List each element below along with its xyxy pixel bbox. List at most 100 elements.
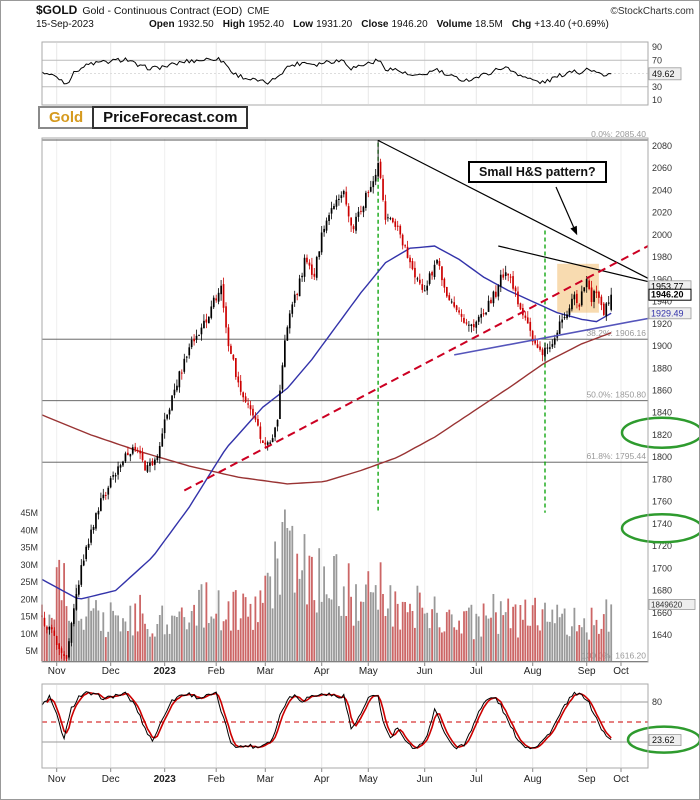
quote-value-close: 1946.20: [391, 19, 428, 30]
rsi-value-tag: [648, 67, 682, 81]
quote-label-open: Open: [149, 19, 175, 30]
svg-text:10: 10: [652, 95, 662, 105]
svg-text:Feb: Feb: [208, 666, 226, 677]
ma-slow-line: [41, 332, 612, 485]
volume-value-tag: [648, 599, 696, 610]
quote-label-low: Low: [293, 19, 314, 30]
quote-value-low: 1931.20: [316, 19, 353, 30]
svg-text:1860: 1860: [652, 386, 672, 396]
svg-text:1820: 1820: [652, 430, 672, 440]
rsi-panel: 907050301049.62: [41, 42, 682, 105]
svg-text:1929.49: 1929.49: [651, 308, 684, 318]
quote-value-chg: +13.40 (+0.69%): [534, 19, 609, 30]
quote-label-close: Close: [361, 19, 389, 30]
hs-pattern-annotation: Small H&S pattern?: [468, 161, 607, 183]
svg-text:61.8%: 1795.44: 61.8%: 1795.44: [586, 451, 646, 461]
svg-text:15M: 15M: [20, 612, 38, 622]
svg-text:1800: 1800: [652, 452, 672, 462]
svg-text:90: 90: [652, 42, 662, 52]
green-highlight-ellipse: [620, 513, 700, 544]
svg-text:Nov: Nov: [48, 774, 66, 785]
svg-text:1940: 1940: [652, 297, 672, 307]
hs-pattern-box: [557, 263, 599, 313]
svg-text:45M: 45M: [20, 508, 38, 518]
svg-text:1900: 1900: [652, 341, 672, 351]
svg-text:1840: 1840: [652, 408, 672, 418]
svg-text:30: 30: [652, 82, 662, 92]
trendline-ascending-blue: [454, 316, 656, 356]
annotation-layer: [555, 186, 700, 754]
rsi-line: [41, 56, 612, 85]
svg-text:Jul: Jul: [470, 666, 483, 677]
svg-text:Aug: Aug: [524, 774, 542, 785]
svg-text:Dec: Dec: [102, 666, 120, 677]
main-panel: 0.0%: 2085.40 38.2%: 1906.16 50.0%: 1850.8…: [41, 129, 656, 662]
chart-header: $GOLD Gold - Continuous Contract (EOD) C…: [36, 3, 694, 30]
axis-layer: 2080 2060 2040 2020 2000 1980 1960 1940 1920 1900…: [20, 141, 696, 785]
svg-text:1780: 1780: [652, 474, 672, 484]
svg-text:1760: 1760: [652, 497, 672, 507]
svg-text:2023: 2023: [154, 666, 177, 677]
svg-text:Nov: Nov: [48, 666, 66, 677]
svg-text:38.2%: 1906.16: 38.2%: 1906.16: [586, 328, 646, 338]
svg-text:May: May: [359, 666, 378, 677]
svg-text:Mar: Mar: [257, 774, 275, 785]
quote-label-chg: Chg: [511, 19, 532, 30]
svg-text:1920: 1920: [652, 319, 672, 329]
svg-text:49.62: 49.62: [652, 69, 675, 79]
quote-value-high: 1952.40: [247, 19, 285, 30]
svg-text:50.0%: 1850.80: 50.0%: 1850.80: [586, 390, 646, 400]
svg-text:25M: 25M: [20, 577, 38, 587]
grid-layer: [56, 43, 622, 767]
svg-text:70: 70: [652, 55, 662, 65]
ticker-exchange: CME: [247, 6, 270, 17]
svg-text:1953.77: 1953.77: [651, 281, 684, 291]
quote-value-open: 1932.50: [177, 19, 214, 30]
logo-gold-text: Gold: [38, 106, 93, 129]
svg-text:0.0%: 2085.40: 0.0%: 2085.40: [591, 129, 646, 139]
svg-text:Mar: Mar: [257, 666, 275, 677]
annotation-arrow: [555, 186, 575, 228]
svg-text:1640: 1640: [652, 630, 672, 640]
svg-text:1720: 1720: [652, 541, 672, 551]
title-line: $GOLD Gold - Continuous Contract (EOD) C…: [36, 3, 694, 17]
stoch-signal-line: [46, 691, 612, 749]
svg-text:2000: 2000: [652, 230, 672, 240]
svg-text:1740: 1740: [652, 519, 672, 529]
svg-text:40M: 40M: [20, 525, 38, 535]
green-highlight-ellipse: [626, 725, 700, 754]
trendline-descending-major: [377, 139, 649, 279]
svg-text:20M: 20M: [20, 594, 38, 604]
svg-text:Feb: Feb: [208, 774, 226, 785]
svg-text:10M: 10M: [20, 629, 38, 639]
svg-text:Apr: Apr: [314, 774, 330, 785]
svg-text:Dec: Dec: [102, 774, 120, 785]
svg-text:Oct: Oct: [613, 666, 629, 677]
quote-date: 15-Sep-2023: [36, 19, 94, 30]
svg-text:1680: 1680: [652, 586, 672, 596]
svg-text:Sep: Sep: [578, 666, 596, 677]
svg-text:Sep: Sep: [578, 774, 596, 785]
quote-line: 15-Sep-2023 Open 1932.50 High 1952.40 Low 193…: [36, 19, 694, 30]
priceforecast-logo: Gold PriceForecast.com: [38, 106, 249, 129]
stoch-main-line: [41, 691, 612, 750]
svg-text:1880: 1880: [652, 363, 672, 373]
svg-text:2023: 2023: [154, 774, 177, 785]
quote-value-volume: 18.5M: [475, 19, 503, 30]
svg-text:23.62: 23.62: [652, 735, 675, 745]
trendline-descending-minor: [498, 245, 649, 283]
quote-fields: Open 1932.50 High 1952.40 Low 1931.20 Close 194…: [140, 19, 609, 30]
svg-text:1849620: 1849620: [651, 600, 683, 609]
svg-text:35M: 35M: [20, 543, 38, 553]
ticker-symbol: $GOLD: [36, 3, 78, 17]
volume-layer: [41, 509, 613, 661]
stoch-panel: 802023.62: [41, 691, 682, 750]
stoch-value-tag: [648, 734, 682, 746]
svg-text:Jun: Jun: [417, 666, 433, 677]
svg-text:2020: 2020: [652, 208, 672, 218]
quote-label-volume: Volume: [436, 19, 473, 30]
green-highlight-ellipse: [620, 416, 700, 449]
logo-site-text: PriceForecast.com: [92, 106, 249, 129]
